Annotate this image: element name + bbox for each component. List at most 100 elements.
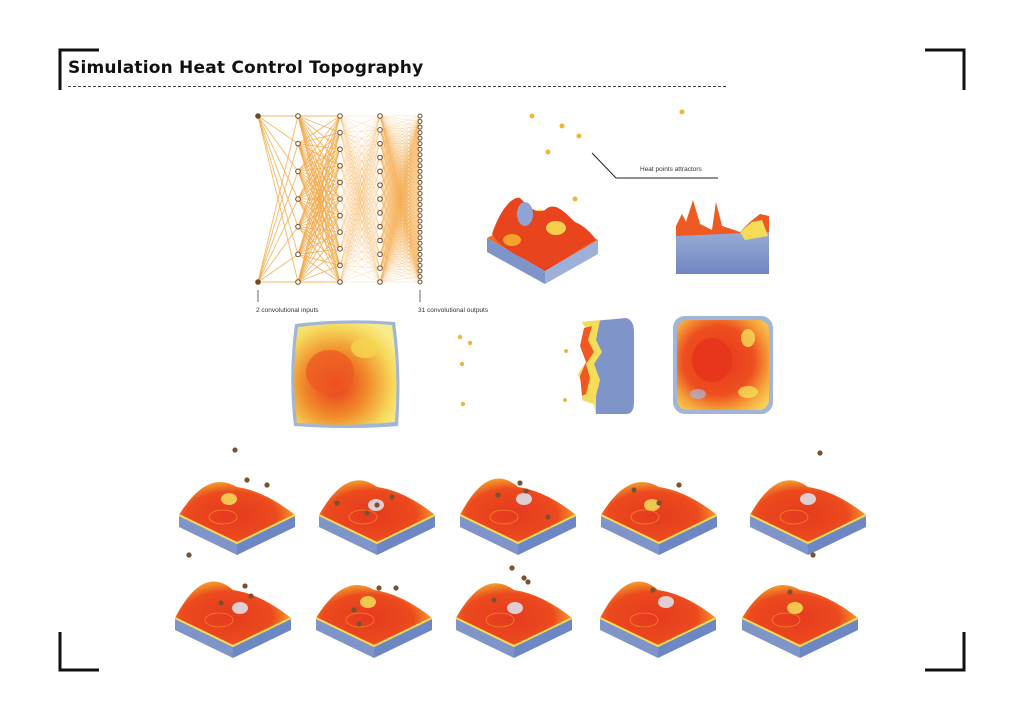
network-link (379, 115, 421, 213)
terrain-tile (315, 584, 433, 658)
terrain-tile (749, 450, 867, 558)
network-link (339, 115, 381, 158)
network-node (295, 113, 301, 119)
terrain-tile (600, 481, 718, 555)
network-link (379, 171, 421, 269)
network-node (417, 152, 423, 158)
network-link (257, 226, 299, 283)
attractors-label: Heat points attractors (640, 166, 702, 173)
network-link (379, 182, 421, 283)
network-node (417, 168, 423, 174)
network-node (255, 113, 261, 119)
network-links (257, 115, 421, 283)
network-link (339, 149, 381, 158)
attractor-dot (810, 552, 816, 558)
attractor-dot (242, 583, 248, 589)
network-link (297, 165, 341, 255)
network-node (377, 251, 383, 258)
attractors-leader-line (591, 152, 718, 179)
network-link (379, 154, 421, 283)
attractor-dot (351, 607, 357, 613)
network-node (377, 182, 383, 188)
terrain-tile (178, 447, 296, 558)
network-node (337, 113, 343, 119)
attractor-dot (517, 480, 523, 486)
network-node (417, 179, 423, 185)
terrain-tile-grid (174, 447, 867, 658)
network-link (379, 259, 421, 269)
network-node (295, 279, 301, 285)
network-link (379, 193, 421, 283)
network-link (379, 215, 421, 283)
corner-mark-bottom-left (58, 632, 99, 672)
network-link (339, 129, 381, 266)
network-link (297, 165, 341, 283)
network-node (417, 207, 423, 213)
network-node (337, 163, 343, 169)
attractor-dot (631, 487, 637, 493)
network-link (297, 182, 341, 255)
network-link (339, 149, 381, 186)
attractor-dot (248, 593, 254, 599)
network-link (297, 248, 341, 283)
network-node (417, 190, 423, 196)
network-node (295, 168, 301, 175)
network-link (257, 143, 299, 283)
network-link (379, 165, 421, 269)
network-node (377, 127, 383, 133)
network-link (379, 132, 421, 269)
network-link (339, 115, 381, 172)
page-title: Simulation Heat Control Topography (68, 58, 424, 78)
network-link (379, 254, 421, 283)
network-link (379, 237, 421, 283)
network-link (257, 115, 299, 255)
network-link (379, 248, 421, 283)
corner-mark-top-left (58, 48, 99, 90)
network-link (257, 115, 299, 172)
network-link (379, 115, 421, 283)
network-node (417, 279, 423, 285)
network-link (339, 185, 381, 283)
corner-mark-bottom-right (925, 632, 966, 672)
network-link (297, 115, 341, 172)
network-link (379, 115, 421, 227)
network-node (417, 113, 423, 119)
network-link (339, 182, 381, 186)
network-link (297, 115, 341, 283)
network-link (297, 226, 341, 233)
network-link (339, 115, 381, 283)
network-link (297, 215, 341, 228)
terrain-block-iso (487, 197, 598, 284)
network-node (295, 251, 301, 258)
network-node (377, 196, 383, 202)
attractor-dot (264, 482, 270, 488)
network-link (339, 115, 381, 216)
attractor-dot (676, 482, 682, 488)
network-link (297, 115, 341, 145)
network-node (417, 163, 423, 169)
network-link (339, 254, 381, 283)
network-link (339, 129, 381, 283)
network-link (339, 132, 381, 158)
network-link (339, 157, 381, 249)
terrain-block-side (676, 200, 769, 274)
network-node (417, 119, 423, 125)
network-link (339, 115, 381, 130)
network-link (339, 157, 381, 233)
network-link (339, 115, 381, 249)
network-link (379, 171, 421, 283)
network-node (377, 140, 383, 147)
network-link (379, 132, 421, 283)
network-node (295, 223, 301, 230)
network-link (379, 115, 421, 172)
network-link (297, 198, 341, 228)
network-node (417, 273, 423, 279)
network-node (417, 202, 423, 208)
network-node (377, 279, 383, 285)
attractor-dot (364, 510, 370, 516)
attractor-dot (545, 514, 551, 520)
network-node (417, 251, 423, 257)
network-link (379, 267, 421, 277)
network-link (339, 132, 381, 144)
